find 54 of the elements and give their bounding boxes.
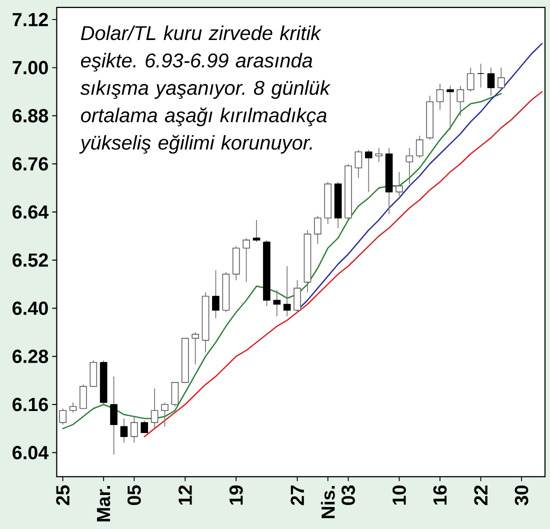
- candlestick: [150, 388, 158, 430]
- y-tick-label: 6.16: [12, 398, 48, 412]
- candlestick: [212, 270, 220, 319]
- candlestick: [192, 332, 200, 365]
- candlestick: [242, 238, 250, 283]
- x-tick-label: 12: [178, 485, 192, 505]
- candlestick: [375, 147, 383, 162]
- y-tick-label: 6.52: [12, 253, 48, 267]
- candlestick: [273, 290, 281, 317]
- candlestick: [110, 376, 118, 456]
- candlestick: [466, 67, 474, 92]
- y-tick-label: 6.04: [12, 446, 49, 460]
- y-tick-label: 6.76: [12, 157, 48, 171]
- candlestick: [416, 135, 424, 158]
- candlestick: [364, 149, 372, 192]
- candlestick: [294, 280, 301, 313]
- x-tick-label: 30: [514, 485, 528, 506]
- candlestick: [130, 416, 138, 444]
- x-tick-label: 03: [342, 485, 355, 506]
- candlestick: [396, 171, 403, 196]
- y-tick-label: 6.28: [12, 350, 48, 364]
- candlestick: [252, 220, 260, 243]
- x-tick-label: Mar.: [97, 486, 110, 522]
- y-tick-label: 6.64: [12, 205, 49, 219]
- candlestick: [446, 85, 454, 130]
- candlestick: [80, 384, 87, 409]
- annotation: Dolar/TL kuru zirvede kritik eşikte. 6.93-6.99 arasında sıkışma yaşanıyor. 8 günlük ortalama aşağı kırılmadıkça yükseliş eğilimi korunuyor.: [79, 26, 331, 154]
- x-tick-label: Nis.: [320, 486, 335, 518]
- candlestick: [161, 402, 168, 428]
- candlestick: [283, 266, 291, 317]
- y-tick-label: 7.00: [12, 60, 48, 74]
- y-tick-label: 6.88: [12, 109, 48, 122]
- candlestick: [477, 63, 484, 88]
- x-tick-label: 25: [56, 485, 70, 506]
- x-tick-label: 22: [474, 485, 488, 506]
- candlestick: [436, 83, 444, 110]
- candlestick: [69, 402, 77, 413]
- x-tick-label: 16: [433, 485, 447, 505]
- x-tick-label: 05: [127, 485, 141, 506]
- candlestick: [456, 85, 464, 116]
- x-tick-label: 10: [392, 485, 406, 505]
- candlestick: [140, 420, 148, 434]
- candlestick: [406, 147, 414, 184]
- x-tick-label: 27: [290, 486, 304, 506]
- candlestick: [314, 216, 322, 245]
- candlestick: [120, 418, 128, 444]
- x-tick-label: 19: [229, 485, 243, 505]
- y-tick-label: 6.40: [12, 302, 48, 315]
- candlestick: [487, 67, 495, 96]
- candlestick: [59, 408, 66, 425]
- candlestick: [354, 149, 362, 178]
- candlestick: [171, 382, 179, 407]
- y-tick-label: 7.12: [12, 12, 48, 26]
- candlestick: [498, 67, 505, 90]
